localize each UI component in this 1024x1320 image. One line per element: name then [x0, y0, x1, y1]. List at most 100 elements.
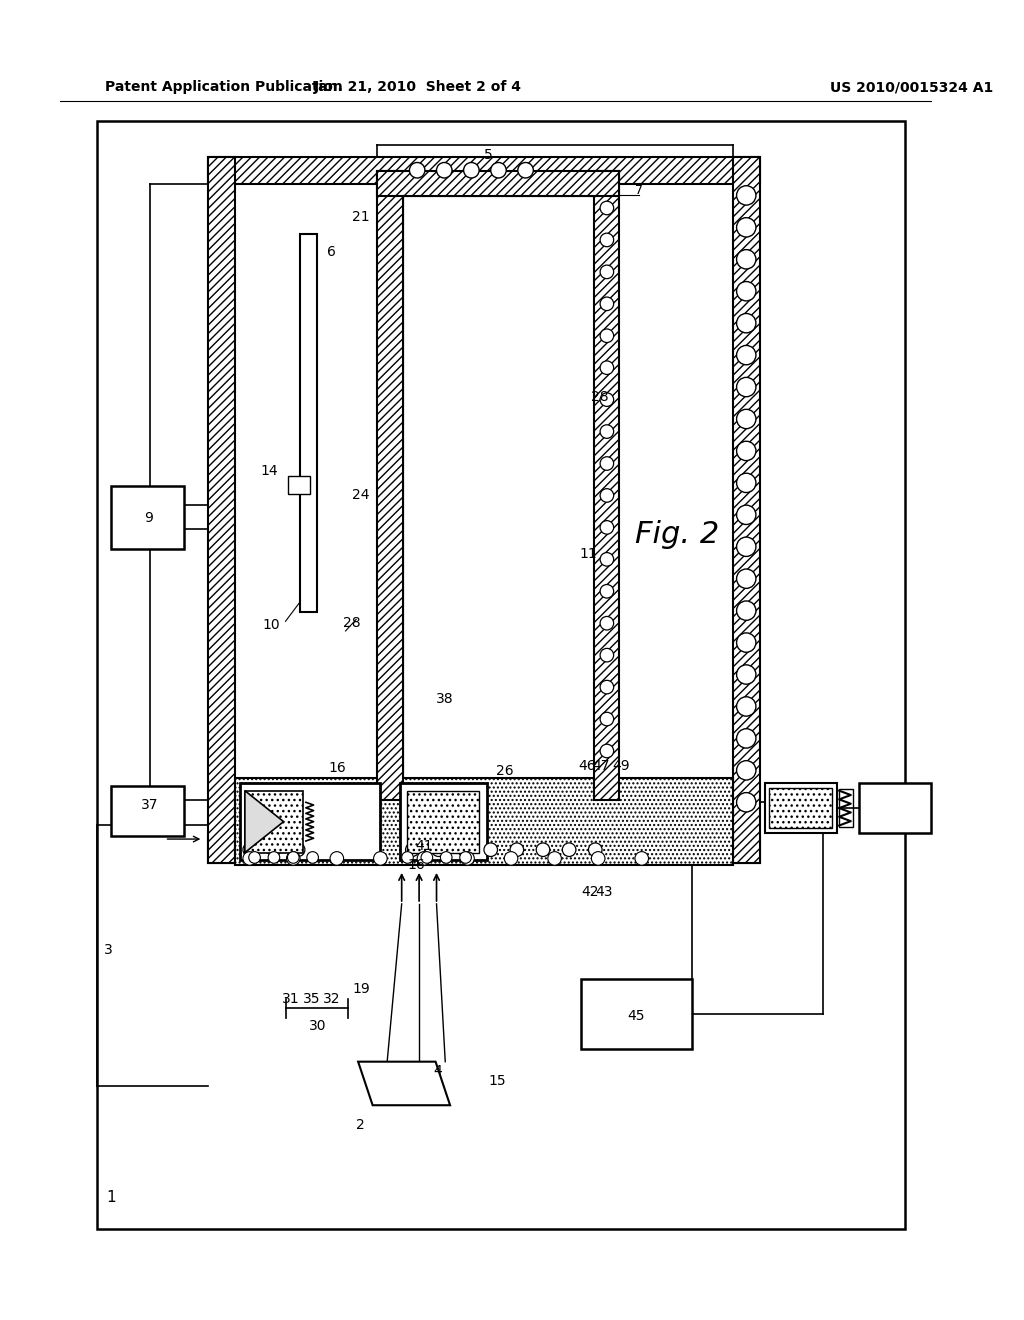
Text: Fig. 2: Fig. 2: [636, 520, 720, 549]
Bar: [840, 789, 853, 828]
Circle shape: [736, 729, 756, 748]
Circle shape: [736, 281, 756, 301]
Circle shape: [736, 346, 756, 364]
Circle shape: [736, 313, 756, 333]
Text: 28: 28: [591, 389, 609, 404]
Text: 32: 32: [324, 991, 341, 1006]
Circle shape: [736, 473, 756, 492]
Circle shape: [458, 843, 471, 857]
Circle shape: [464, 162, 479, 178]
Circle shape: [600, 648, 613, 661]
Circle shape: [736, 665, 756, 684]
Circle shape: [504, 851, 518, 865]
Bar: [581, 979, 692, 1049]
Text: 9: 9: [143, 511, 153, 525]
Circle shape: [635, 851, 648, 865]
Circle shape: [736, 249, 756, 269]
Circle shape: [600, 425, 613, 438]
Circle shape: [736, 186, 756, 205]
Text: 37: 37: [141, 799, 159, 812]
Bar: [399, 783, 486, 861]
Bar: [858, 783, 931, 833]
Bar: [594, 172, 620, 800]
Text: 16: 16: [408, 858, 425, 873]
Circle shape: [736, 218, 756, 238]
Circle shape: [440, 851, 452, 863]
Circle shape: [243, 851, 256, 865]
Text: Patent Application Publication: Patent Application Publication: [104, 81, 342, 94]
Text: 41: 41: [415, 838, 433, 853]
Circle shape: [736, 697, 756, 717]
Circle shape: [736, 506, 756, 524]
Circle shape: [460, 851, 471, 863]
Text: 11: 11: [580, 546, 597, 561]
Text: 6: 6: [327, 244, 336, 259]
Bar: [408, 791, 479, 853]
Text: 10: 10: [262, 618, 280, 632]
Circle shape: [249, 851, 260, 863]
Circle shape: [600, 393, 613, 407]
Circle shape: [537, 843, 550, 857]
Text: 26: 26: [497, 764, 514, 779]
Circle shape: [410, 162, 425, 178]
Circle shape: [592, 851, 605, 865]
Circle shape: [736, 441, 756, 461]
Circle shape: [330, 851, 344, 865]
Text: 42: 42: [582, 886, 599, 899]
Circle shape: [417, 851, 431, 865]
Text: US 2010/0015324 A1: US 2010/0015324 A1: [830, 81, 993, 94]
Circle shape: [736, 409, 756, 429]
Circle shape: [736, 792, 756, 812]
Text: 4: 4: [433, 1064, 442, 1078]
Circle shape: [243, 843, 256, 857]
Circle shape: [562, 843, 575, 857]
Circle shape: [600, 360, 613, 375]
Text: 47: 47: [592, 759, 610, 774]
Text: 30: 30: [308, 1019, 327, 1032]
Circle shape: [600, 234, 613, 247]
Circle shape: [518, 162, 534, 178]
Circle shape: [288, 851, 299, 863]
Bar: [378, 172, 402, 800]
Circle shape: [600, 457, 613, 470]
Circle shape: [736, 601, 756, 620]
Bar: [208, 836, 760, 863]
Circle shape: [548, 851, 561, 865]
Circle shape: [401, 851, 414, 863]
Text: 24: 24: [352, 488, 370, 503]
Circle shape: [307, 851, 318, 863]
Bar: [208, 157, 760, 183]
Circle shape: [600, 520, 613, 535]
Bar: [245, 791, 303, 853]
Circle shape: [421, 851, 433, 863]
Bar: [240, 783, 380, 861]
Text: 7: 7: [635, 183, 643, 197]
Bar: [236, 183, 733, 836]
Text: 16: 16: [328, 762, 346, 775]
Circle shape: [510, 843, 523, 857]
Circle shape: [600, 201, 613, 215]
Circle shape: [600, 585, 613, 598]
Text: 3: 3: [104, 944, 113, 957]
Circle shape: [461, 851, 474, 865]
Bar: [765, 783, 838, 833]
Text: Jan. 21, 2010  Sheet 2 of 4: Jan. 21, 2010 Sheet 2 of 4: [314, 81, 522, 94]
Circle shape: [406, 843, 419, 857]
Bar: [769, 788, 833, 829]
Circle shape: [600, 265, 613, 279]
Bar: [112, 785, 184, 836]
Text: 49: 49: [612, 759, 630, 774]
Circle shape: [589, 843, 602, 857]
Bar: [402, 197, 594, 800]
Circle shape: [600, 329, 613, 342]
Bar: [300, 234, 317, 611]
Circle shape: [600, 488, 613, 502]
Circle shape: [600, 744, 613, 758]
Circle shape: [736, 378, 756, 397]
Circle shape: [432, 843, 445, 857]
Polygon shape: [245, 791, 284, 853]
Bar: [97, 121, 905, 1229]
Text: 46: 46: [579, 759, 596, 774]
Circle shape: [436, 162, 452, 178]
Circle shape: [292, 843, 305, 857]
